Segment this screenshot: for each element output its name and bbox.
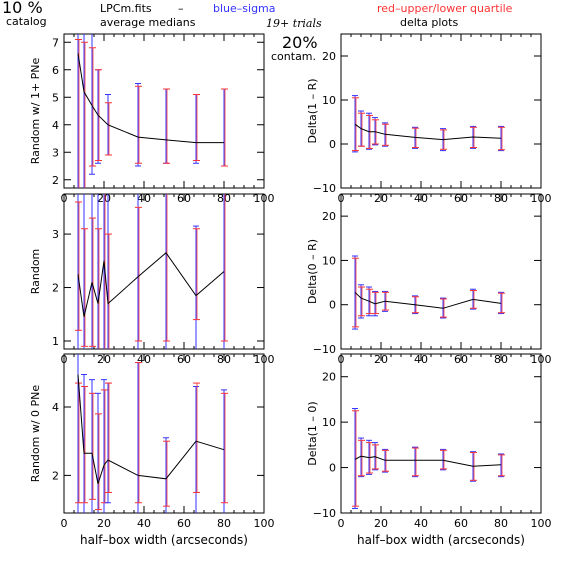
right-bottom-ytick-label: 20 bbox=[322, 371, 336, 384]
left-top-ytick-label: 2 bbox=[52, 174, 59, 187]
header-dash: – bbox=[178, 2, 184, 15]
contam-percent: 20% bbox=[282, 33, 318, 52]
left-bottom-median-line bbox=[77, 374, 225, 485]
left-mid-frame bbox=[63, 193, 265, 350]
right-mid-ytick-label: 10 bbox=[322, 254, 336, 267]
right-bottom-xtick-label: 80 bbox=[494, 517, 508, 530]
left-mid-ytick-label: 1 bbox=[52, 335, 59, 348]
left-bottom-ytick-label: 4 bbox=[52, 401, 59, 414]
left-top-ylabel: Random w/ 1+ PNe bbox=[29, 57, 42, 164]
right-mid-median-line bbox=[354, 291, 502, 309]
red-quartile-label: red–upper/lower quartile bbox=[377, 2, 513, 15]
right-top-frame bbox=[340, 33, 542, 189]
file-name: LPCm.fits bbox=[100, 2, 152, 15]
right-bottom-xlabel: half–box width (arcseconds) bbox=[357, 533, 525, 547]
right-bottom-xtick-label: 40 bbox=[414, 517, 428, 530]
left-bottom-xtick-label: 60 bbox=[177, 517, 191, 530]
left-top-median-line bbox=[77, 53, 224, 144]
left-top-ytick-label: 3 bbox=[52, 146, 59, 159]
trials-label: 19+ trials bbox=[266, 17, 322, 30]
right-top-ylabel: Delta(1 – R) bbox=[306, 78, 319, 143]
right-mid-frame bbox=[340, 193, 542, 350]
right-top-median-line bbox=[354, 123, 502, 141]
right-bottom-ytick-label: 10 bbox=[322, 416, 336, 429]
right-bottom-ylabel: Delta(1 – 0) bbox=[306, 401, 319, 465]
left-mid-ytick-label: 3 bbox=[52, 228, 59, 241]
left-mid-ytick-label: 2 bbox=[52, 282, 59, 295]
right-bottom-frame bbox=[340, 353, 542, 514]
right-mid-ytick-label: 20 bbox=[322, 210, 336, 223]
right-bottom-xtick-label: 20 bbox=[374, 517, 388, 530]
right-top-ytick-label: 0 bbox=[329, 138, 336, 151]
delta-plots-label: delta plots bbox=[400, 16, 459, 29]
left-top-ytick-label: 4 bbox=[52, 119, 59, 132]
right-mid-ytick-label: 0 bbox=[329, 299, 336, 312]
left-bottom-xtick-label: 20 bbox=[97, 517, 111, 530]
blue-sigma-label: blue–sigma bbox=[213, 2, 276, 15]
right-bottom-xtick-label: 0 bbox=[338, 517, 345, 530]
right-top-ytick-label: −10 bbox=[313, 182, 336, 195]
right-mid-ytick-label: −10 bbox=[313, 343, 336, 356]
right-bottom-ytick-label: 0 bbox=[329, 462, 336, 475]
right-top-ytick-label: 10 bbox=[322, 94, 336, 107]
right-bottom-median-line bbox=[354, 455, 502, 467]
left-bottom-xtick-label: 0 bbox=[61, 517, 68, 530]
contam-label: contam. bbox=[271, 50, 317, 63]
left-top-ytick-label: 7 bbox=[52, 36, 59, 49]
right-top-ytick-label: 20 bbox=[322, 50, 336, 63]
left-top-ytick-label: 5 bbox=[52, 91, 59, 104]
average-medians-label: average medians bbox=[100, 16, 196, 29]
left-mid-median-line bbox=[77, 252, 225, 318]
right-bottom-xtick-label: 60 bbox=[454, 517, 468, 530]
left-bottom-xtick-label: 80 bbox=[217, 517, 231, 530]
right-bottom-xtick-label: 100 bbox=[531, 517, 552, 530]
left-top-ytick-label: 6 bbox=[52, 64, 59, 77]
left-bottom-ytick-label: 2 bbox=[52, 469, 59, 482]
left-bottom-xtick-label: 100 bbox=[254, 517, 275, 530]
left-bottom-frame bbox=[63, 353, 265, 514]
left-bottom-ylabel: Random w/ 0 PNe bbox=[29, 385, 42, 483]
left-bottom-xlabel: half–box width (arcseconds) bbox=[80, 533, 248, 547]
left-bottom-xtick-label: 40 bbox=[137, 517, 151, 530]
left-top-frame bbox=[63, 33, 265, 189]
right-bottom-ytick-label: −10 bbox=[313, 507, 336, 520]
catalog-label: catalog bbox=[6, 15, 47, 28]
left-mid-ylabel: Random bbox=[29, 249, 42, 295]
right-mid-ylabel: Delta(0 – R) bbox=[306, 239, 319, 304]
catalog-percent: 10 % bbox=[2, 0, 43, 17]
